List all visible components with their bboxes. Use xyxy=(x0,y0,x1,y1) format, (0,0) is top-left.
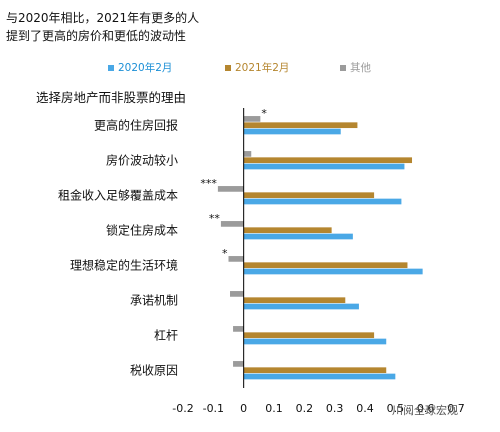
category-label: 税收原因 xyxy=(130,364,178,378)
title-line-2: 提到了更高的房价和更低的波动性 xyxy=(6,29,187,43)
bar-other xyxy=(233,326,244,332)
x-tick-label: 0 xyxy=(240,402,247,415)
significance-annotation: ** xyxy=(209,212,221,225)
chart-title: 与2020年相比，2021年有更多的人 提到了更高的房价和更低的波动性 xyxy=(6,9,199,45)
legend-label-other: 其他 xyxy=(350,62,371,74)
x-tick-label: 0.3 xyxy=(326,402,344,415)
legend-swatch-2020 xyxy=(108,65,114,71)
bar-other xyxy=(243,116,261,122)
bar-2020 xyxy=(243,233,353,240)
bar-2020 xyxy=(243,338,387,345)
x-tick-label: 0.6 xyxy=(417,402,435,415)
bar-2021 xyxy=(243,367,387,374)
bar-2021 xyxy=(243,262,408,269)
legend-swatch-2021 xyxy=(225,65,231,71)
legend-swatch-other xyxy=(340,65,346,71)
bar-other xyxy=(220,221,244,227)
category-label: 理想稳定的生活环境 xyxy=(70,258,178,273)
significance-annotation: *** xyxy=(200,177,217,190)
bar-2021 xyxy=(243,157,413,164)
x-tick-label: 0.4 xyxy=(356,402,374,415)
legend-item-2020: 2020年2月 xyxy=(108,60,172,75)
chart-subtitle: 选择房地产而非股票的理由 xyxy=(36,90,187,105)
bar-2021 xyxy=(243,122,358,129)
x-tick-label: 0.2 xyxy=(296,402,314,415)
legend-label-2021: 2021年2月 xyxy=(235,62,290,74)
x-tick-label: 0.1 xyxy=(265,402,283,415)
bar-2020 xyxy=(243,163,405,170)
x-tick-label: 0.7 xyxy=(447,402,465,415)
legend-item-other: 其他 xyxy=(340,60,371,75)
legend-item-2021: 2021年2月 xyxy=(225,60,289,75)
category-label: 承诺机制 xyxy=(130,294,178,308)
bar-other xyxy=(233,361,244,367)
bar-2021 xyxy=(243,227,332,234)
category-label: 房价波动较小 xyxy=(106,153,178,168)
bar-2020 xyxy=(243,128,341,135)
significance-annotation: * xyxy=(261,107,267,120)
bar-2020 xyxy=(243,373,396,380)
category-label: 租金收入足够覆盖成本 xyxy=(58,188,178,203)
x-tick-label: -0.2 xyxy=(172,402,193,415)
bar-2021 xyxy=(243,297,346,304)
bar-other xyxy=(230,291,244,297)
bar-2020 xyxy=(243,268,423,275)
significance-annotation: * xyxy=(222,247,228,260)
category-label: 锁定住房成本 xyxy=(106,223,178,238)
bar-other xyxy=(243,151,252,157)
x-tick-label: -0.1 xyxy=(203,402,224,415)
watermark: 川阅全球宏观 xyxy=(392,404,458,417)
bar-2021 xyxy=(243,192,375,199)
bar-other xyxy=(217,186,244,192)
bar-2020 xyxy=(243,303,359,310)
bar-2020 xyxy=(243,198,402,205)
title-line-1: 与2020年相比，2021年有更多的人 xyxy=(6,11,200,25)
category-label: 更高的住房回报 xyxy=(94,118,178,133)
legend-label-2020: 2020年2月 xyxy=(118,62,173,74)
category-label: 杠杆 xyxy=(154,328,178,343)
bar-2021 xyxy=(243,332,375,339)
bar-other xyxy=(228,256,244,262)
x-tick-label: 0.5 xyxy=(387,402,405,415)
